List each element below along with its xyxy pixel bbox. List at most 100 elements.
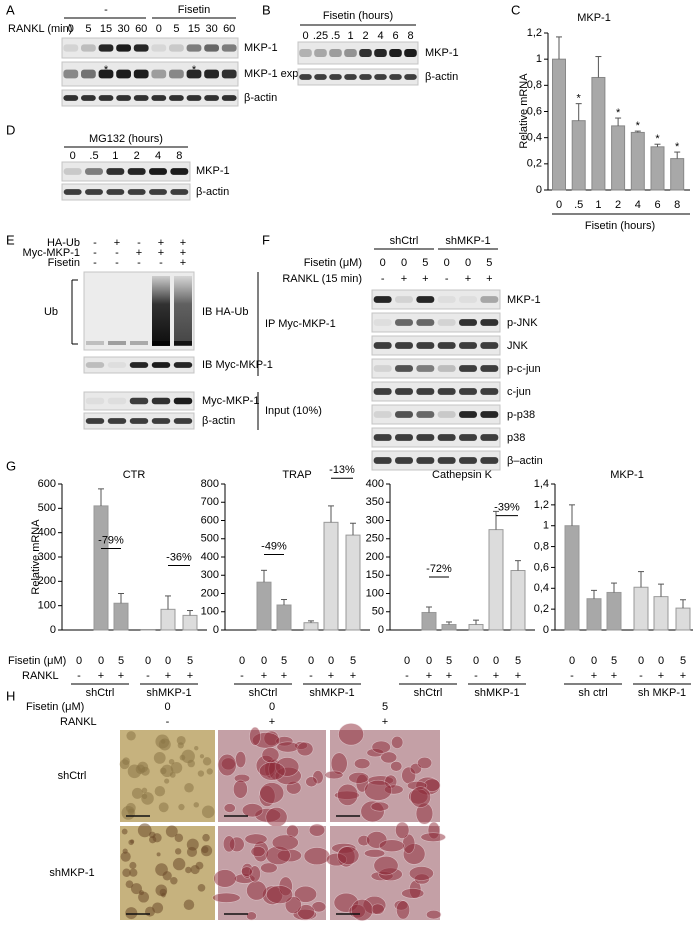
band xyxy=(169,44,184,52)
band xyxy=(85,397,105,405)
cell xyxy=(200,845,213,857)
x-tick-label: + xyxy=(165,670,171,682)
osteoclast xyxy=(217,753,237,777)
osteoclast xyxy=(401,888,425,899)
bar xyxy=(276,604,292,631)
cell xyxy=(125,880,134,889)
panel-label: G xyxy=(6,458,16,473)
x-tick-label: + xyxy=(680,670,686,682)
band xyxy=(395,388,413,395)
sign: + xyxy=(136,247,142,259)
band xyxy=(404,49,417,57)
y-tick-label: 0,6 xyxy=(534,561,549,573)
y-tick-label: 300 xyxy=(366,514,384,526)
panel-label: H xyxy=(6,688,15,703)
osteoclast xyxy=(390,760,403,772)
group-label: shMKP-1 xyxy=(445,235,490,247)
lane-label: + xyxy=(382,716,388,728)
bar xyxy=(675,607,691,631)
lane-label: 0 xyxy=(269,701,275,713)
band xyxy=(63,44,79,52)
y-tick-label: 400 xyxy=(366,478,384,490)
band xyxy=(98,44,114,52)
y-tick-label: 0,6 xyxy=(527,105,542,117)
band xyxy=(359,74,372,80)
panel-label: A xyxy=(6,2,15,17)
y-tick-label: 0 xyxy=(213,624,219,636)
osteoclast xyxy=(244,833,268,845)
band xyxy=(404,74,417,80)
band xyxy=(186,95,202,101)
bar xyxy=(160,608,176,631)
y-tick-label: 1,2 xyxy=(527,27,542,39)
band xyxy=(116,44,131,52)
osteoclast xyxy=(337,846,360,865)
group-label: IP Myc-MKP-1 xyxy=(265,318,336,330)
x-tick-label: 0 xyxy=(308,655,314,667)
osteoclast xyxy=(246,911,257,921)
cell xyxy=(139,890,145,896)
panel-label: E xyxy=(6,232,15,247)
band xyxy=(173,362,193,368)
osteoclast xyxy=(223,803,236,813)
x-tick-label: + xyxy=(591,670,597,682)
blot xyxy=(371,381,501,402)
lane-label: 0 xyxy=(70,150,76,162)
blot xyxy=(61,89,239,107)
osteoclast xyxy=(241,803,264,818)
x-tick-label: 5 xyxy=(611,655,617,667)
lane-label: - xyxy=(381,273,385,285)
x-tick-label: + xyxy=(281,670,287,682)
blot xyxy=(61,37,239,59)
band xyxy=(63,189,82,195)
bar xyxy=(564,525,580,631)
blot xyxy=(371,404,501,425)
panel-label: C xyxy=(511,2,520,17)
y-axis-label: Relative mRNA xyxy=(30,519,42,595)
x-tick-label: + xyxy=(187,670,193,682)
x-tick-label: + xyxy=(611,670,617,682)
y-tick-label: 600 xyxy=(38,478,56,490)
bar xyxy=(256,581,272,631)
osteoclast xyxy=(212,892,241,903)
cell xyxy=(155,884,168,897)
osteoclast xyxy=(348,772,370,784)
y-tick-label: 350 xyxy=(366,496,384,508)
smear xyxy=(174,276,192,346)
osteoclast xyxy=(408,866,434,881)
blot xyxy=(371,358,501,379)
x-tick-label: 5 xyxy=(118,655,124,667)
sign: - xyxy=(93,247,97,259)
x-tick-label: + xyxy=(118,670,124,682)
osteoclast xyxy=(364,779,393,801)
band xyxy=(389,74,402,80)
band xyxy=(133,44,149,52)
band xyxy=(395,365,413,372)
lane-label: 5 xyxy=(382,701,388,713)
band xyxy=(151,397,171,405)
band xyxy=(480,457,499,464)
band xyxy=(106,189,125,195)
band xyxy=(437,365,456,372)
sign: - xyxy=(93,257,97,269)
x-tick-label: 5 xyxy=(446,655,452,667)
row-label: Myc-MKP-1 xyxy=(23,247,80,259)
band xyxy=(359,49,372,57)
band xyxy=(169,69,184,79)
mark: * xyxy=(192,64,197,76)
band xyxy=(85,168,103,175)
osteoclast xyxy=(266,885,294,905)
band xyxy=(81,44,96,52)
annotation: -72% xyxy=(426,563,452,575)
x-tick-label: 0 xyxy=(556,199,562,211)
osteoclast xyxy=(338,722,364,746)
band xyxy=(170,189,189,195)
panel-label: D xyxy=(6,122,15,137)
y-tick-label: 1 xyxy=(536,53,542,65)
x-tick-label: - xyxy=(570,670,574,682)
x-tick-label: 0 xyxy=(426,655,432,667)
band xyxy=(459,457,477,464)
x-tick-label: 1 xyxy=(595,199,601,211)
lane-label: .5 xyxy=(331,30,340,42)
